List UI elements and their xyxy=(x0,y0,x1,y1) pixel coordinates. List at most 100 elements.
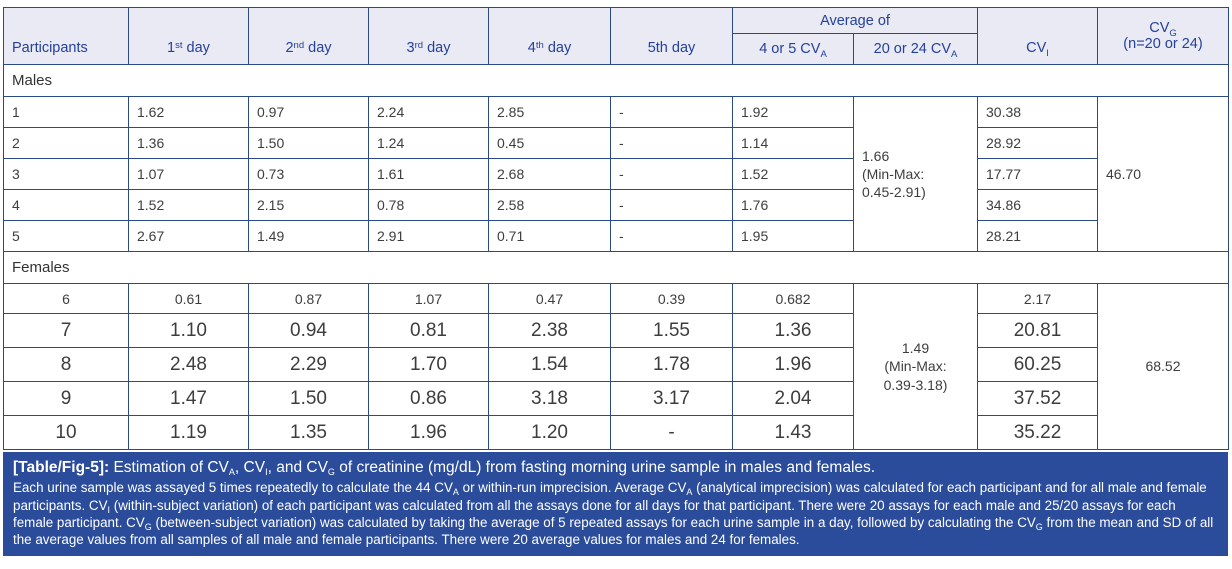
average-of-label: Average of xyxy=(820,12,890,29)
cell-day3: 1.24 xyxy=(368,127,489,159)
caption-body-text: Each urine sample was assayed 5 times re… xyxy=(13,480,453,496)
section-label-males: Males xyxy=(3,64,1229,97)
cell-day2: 2.15 xyxy=(248,189,369,221)
day2-num: 2 xyxy=(285,40,294,56)
caption-title-text: Estimation of CV xyxy=(109,459,229,476)
cell-day4: 2.58 xyxy=(488,189,611,221)
cell-avg: 1.43 xyxy=(732,415,854,450)
day2-word: day xyxy=(304,40,332,56)
cell-day5: 1.78 xyxy=(610,347,733,382)
participant-cell: 3 xyxy=(3,158,129,190)
day4-word: day xyxy=(543,40,572,56)
caption-body-sub: A xyxy=(686,487,693,498)
header-average-of: Average of xyxy=(732,7,978,34)
header-row-bottom: 4 or 5 CVA 20 or 24 CVA xyxy=(4,33,1229,65)
cell-avg: 1.52 xyxy=(732,158,854,190)
avg-20or24-sub: A xyxy=(951,48,958,60)
caption-title-text: , CV xyxy=(234,459,266,476)
table-row: 2 1.36 1.50 1.24 0.45 - 1.14 28.92 xyxy=(3,127,1229,159)
cell-day1: 1.47 xyxy=(128,381,249,416)
cell-avg: 1.76 xyxy=(732,189,854,221)
cell-day1: 1.19 xyxy=(128,415,249,450)
cvi-sub: I xyxy=(1046,47,1049,59)
cell-day5: - xyxy=(610,189,733,221)
cell-day2: 0.87 xyxy=(248,283,369,314)
cell-day4: 3.18 xyxy=(488,381,611,416)
cell-avg: 2.04 xyxy=(732,381,854,416)
cell-avg: 1.14 xyxy=(732,127,854,159)
caption-title: [Table/Fig-5]: Estimation of CVA, CVI, a… xyxy=(13,458,1218,477)
participant-cell: 7 xyxy=(3,313,129,348)
caption-body: Each urine sample was assayed 5 times re… xyxy=(13,479,1218,548)
cell-day2: 1.35 xyxy=(248,415,369,450)
caption-body-sub: A xyxy=(452,487,459,498)
table-row: 1 1.62 0.97 2.24 2.85 - 1.92 1.66 (Min-M… xyxy=(3,96,1229,252)
cell-day4: 1.20 xyxy=(488,415,611,450)
day1-sup: st xyxy=(175,39,183,51)
cvi-label: CV xyxy=(1026,40,1047,56)
day1-num: 1 xyxy=(167,40,176,56)
table-row: 7 1.10 0.94 0.81 2.38 1.55 1.36 20.81 xyxy=(3,313,1229,348)
cell-avg: 1.95 xyxy=(732,220,854,252)
cell-day5: 0.39 xyxy=(610,283,733,314)
cell-day1: 1.62 xyxy=(128,96,249,128)
participant-cell: 10 xyxy=(3,415,129,450)
section-row-males: Males xyxy=(3,64,1229,97)
cell-day4: 0.45 xyxy=(488,127,611,159)
cell-day1: 0.61 xyxy=(128,283,249,314)
cell-day3: 0.86 xyxy=(368,381,489,416)
cell-day2: 0.94 xyxy=(248,313,369,348)
cell-day3: 1.61 xyxy=(368,158,489,190)
participant-cell: 4 xyxy=(3,189,129,221)
cell-cvi: 17.77 xyxy=(977,158,1098,190)
table-body: Males 1 1.62 0.97 2.24 2.85 - 1.92 1.66 … xyxy=(3,64,1229,450)
cell-day2: 0.97 xyxy=(248,96,369,128)
data-table: Participants 1st day 2nd day 3rd day 4th… xyxy=(3,7,1229,450)
cell-day2: 1.50 xyxy=(248,127,369,159)
cell-day3: 0.81 xyxy=(368,313,489,348)
cell-avg: 1.36 xyxy=(732,313,854,348)
table-row: 3 1.07 0.73 1.61 2.68 - 1.52 17.77 xyxy=(3,158,1229,190)
cell-cvi: 2.17 xyxy=(977,283,1098,314)
participant-cell: 5 xyxy=(3,220,129,252)
caption-title-text: , and CV xyxy=(267,459,328,476)
caption-title-text: of creatinine (mg/dL) from fasting morni… xyxy=(334,459,876,476)
header-row-top: Participants 1st day 2nd day 3rd day 4th… xyxy=(3,7,1229,65)
cvg-line1: CVG xyxy=(1106,20,1220,39)
merged-avg-value: 1.49 xyxy=(901,340,930,357)
header-day2: 2nd day xyxy=(248,7,369,65)
cell-cvi: 28.21 xyxy=(977,220,1098,252)
caption-title-sub: A xyxy=(228,467,235,477)
table-row: 5 2.67 1.49 2.91 0.71 - 1.95 28.21 xyxy=(3,220,1229,252)
cell-day4: 0.47 xyxy=(488,283,611,314)
cell-day5: 1.55 xyxy=(610,313,733,348)
header-day3: 3rd day xyxy=(368,7,489,65)
header-day1: 1st day xyxy=(128,7,249,65)
day5-label: 5th day xyxy=(647,40,696,56)
cell-avg: 0.682 xyxy=(732,283,854,314)
merged-avg-females: 1.49 (Min-Max: 0.39-3.18) xyxy=(853,283,978,450)
merged-avg-value: 1.66 xyxy=(862,147,890,164)
merged-cvg-males: 46.70 xyxy=(1097,96,1229,252)
cell-cvi: 30.38 xyxy=(977,96,1098,128)
cell-day3: 1.70 xyxy=(368,347,489,382)
cell-day5: - xyxy=(610,127,733,159)
caption-body-text: or within-run imprecision. Average CV xyxy=(458,480,687,496)
participant-cell: 2 xyxy=(3,127,129,159)
figure-page: Participants 1st day 2nd day 3rd day 4th… xyxy=(3,7,1229,556)
merged-avg-range1: (Min-Max: xyxy=(862,165,925,182)
header-participants: Participants xyxy=(3,7,129,65)
cell-day3: 0.78 xyxy=(368,189,489,221)
cell-day1: 1.07 xyxy=(128,158,249,190)
header-cvi: CVI xyxy=(977,7,1098,65)
cell-day1: 1.52 xyxy=(128,189,249,221)
cvg-line2: (n=20 or 24) xyxy=(1123,36,1203,52)
caption-title-sub: G xyxy=(327,467,335,477)
avg-4or5-label: 4 or 5 CV xyxy=(759,41,821,57)
caption-body-text: from the mean and SD of all the average … xyxy=(13,514,1214,547)
day2-sup: nd xyxy=(293,39,305,51)
header-day5: 5th day xyxy=(610,7,733,65)
cell-day2: 1.49 xyxy=(248,220,369,252)
cell-cvi: 60.25 xyxy=(977,347,1098,382)
cell-day5: - xyxy=(610,415,733,450)
